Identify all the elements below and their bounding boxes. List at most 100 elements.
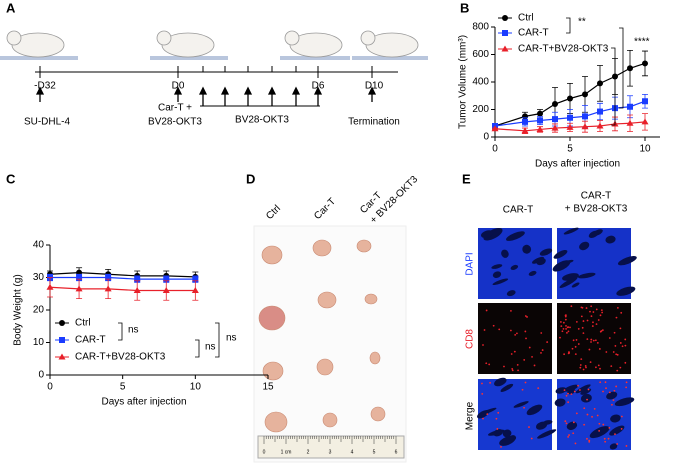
cell [600,309,603,311]
tissue-gap [609,425,625,436]
cell [610,365,613,367]
cell [560,325,563,328]
cell [483,329,486,331]
tissue-gap [481,230,494,238]
timeline-art [0,30,428,60]
marker [641,118,649,125]
tissue-gap [526,404,543,416]
tissue-gap [510,264,519,270]
cell [540,352,542,354]
tissue-gap [532,256,544,264]
panel-label: D [246,171,255,186]
cell [600,330,603,332]
ruler-label: 3 [329,449,332,455]
cell [583,407,586,410]
cell [577,343,580,345]
cell [510,353,513,355]
tissue-gap [491,264,503,269]
cell [489,381,491,384]
marker [191,287,199,293]
cell [569,326,571,329]
cell [565,324,567,327]
cell [567,330,570,333]
cell [582,332,585,335]
tissue-gap [589,426,610,439]
marker [627,65,633,72]
cell [563,389,566,392]
legend-label: CAR-T [75,335,106,346]
cell [510,310,512,312]
arrow-head [35,86,45,95]
day-label: D6 [312,81,325,92]
cell [619,366,622,369]
cell [592,311,595,313]
cell [608,337,611,339]
marker [134,276,141,283]
cell [574,442,577,445]
marker [163,276,170,283]
tissue-gap [502,429,512,438]
arrow-head [173,86,183,95]
column-label: Car-T [312,196,338,222]
cell [588,348,591,351]
cell [621,345,624,348]
marker [537,110,543,117]
cell [625,445,628,447]
column-label: CAR-T [503,205,534,216]
cell [521,388,524,391]
cell [481,382,483,385]
panel-label: E [462,171,471,186]
marker [162,287,170,293]
tissue-gap [610,414,621,423]
tissue-gap [494,377,507,387]
x-tick-label: 0 [492,144,498,155]
cell [602,390,604,393]
cell [599,314,602,317]
cell [511,369,514,372]
cell [598,422,601,425]
y-tick-label: 0 [483,132,489,143]
tissue-gap [605,235,616,244]
x-tick-label: 15 [262,382,274,393]
series-line [494,121,646,132]
column-label: + BV28-OKT3 [565,204,628,215]
cell [565,394,568,397]
cell [619,327,622,330]
marker [75,285,83,292]
cell [598,348,601,350]
cell [589,310,591,313]
cell [585,307,588,309]
tissue-gap [501,249,509,258]
bracket [118,322,123,341]
cell [575,412,578,415]
marker [567,95,573,102]
cell [601,311,604,314]
cell [592,321,594,324]
marker [626,119,634,126]
legend-marker [59,320,65,326]
x-tick-label: 0 [47,382,53,393]
cell [611,403,613,406]
cell [594,339,597,342]
tissue-gap [563,227,579,235]
tissue-gap [539,248,553,256]
cell [596,414,599,417]
marker [104,285,112,292]
column-label: Ctrl [264,203,283,222]
tissue-gap [477,410,489,419]
arrow-head [220,86,230,95]
cell [509,329,512,332]
cell [503,365,505,368]
cell [596,341,599,344]
cell [586,398,588,401]
marker [581,123,589,130]
cell [615,353,618,356]
cell [528,426,530,428]
cell [497,411,500,414]
day-label: D10 [365,81,384,92]
cell [585,366,587,369]
event-label: Car-T + [158,103,192,114]
ruler-label: 0 [263,449,266,455]
row-label: CD8 [465,329,476,349]
tissue-gap [492,271,502,279]
